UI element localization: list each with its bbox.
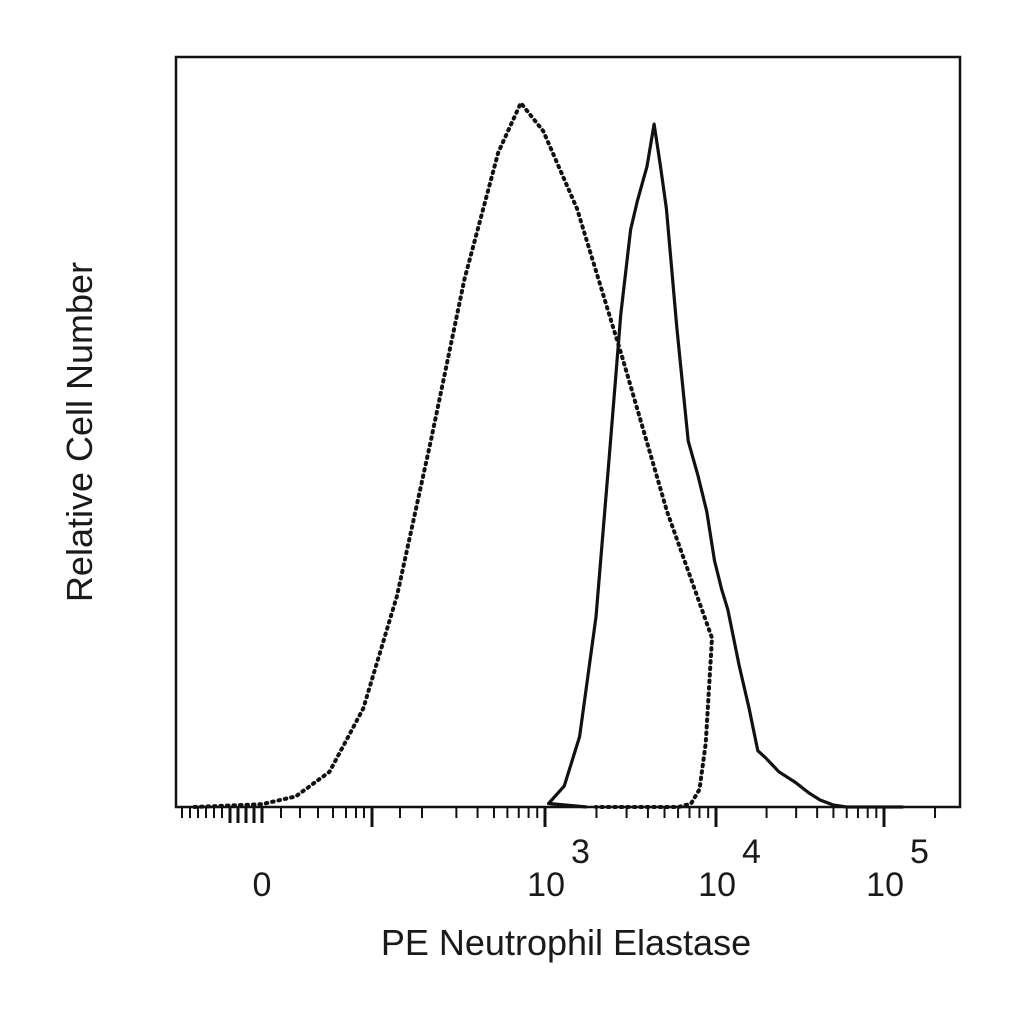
x-tick-label-base: 10 xyxy=(698,866,736,904)
series-layer xyxy=(192,101,904,809)
plot-frame xyxy=(174,55,962,809)
x-tick-label: 0 xyxy=(253,866,272,904)
x-axis-ticks xyxy=(181,807,937,827)
series-control-dotted-line xyxy=(192,101,714,809)
x-tick-label-exponent: 4 xyxy=(742,833,761,871)
y-axis-title: Relative Cell Number xyxy=(59,262,100,602)
x-tick-label-base: 10 xyxy=(866,866,904,904)
x-tick-label-exponent: 3 xyxy=(571,833,590,871)
series-stained-solid-line xyxy=(547,122,904,809)
x-tick-label-base: 10 xyxy=(527,866,565,904)
x-axis-title: PE Neutrophil Elastase xyxy=(381,922,751,963)
x-tick-label-exponent: 5 xyxy=(910,833,929,871)
